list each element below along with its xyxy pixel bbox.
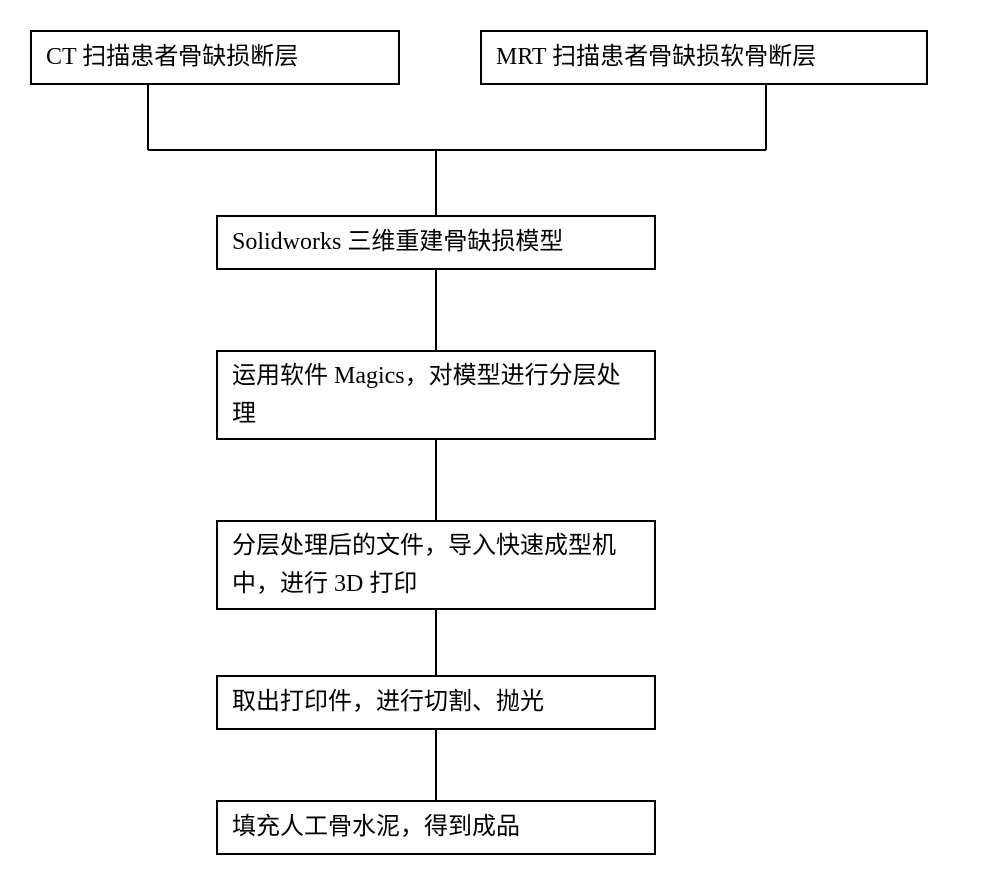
node-magics-label: 运用软件 Magics，对模型进行分层处理 — [232, 357, 640, 434]
node-ct: CT 扫描患者骨缺损断层 — [30, 30, 400, 85]
node-print-label: 分层处理后的文件，导入快速成型机中，进行 3D 打印 — [232, 527, 640, 604]
node-cut-label: 取出打印件，进行切割、抛光 — [232, 683, 544, 721]
node-ct-label: CT 扫描患者骨缺损断层 — [46, 38, 298, 76]
node-solidworks: Solidworks 三维重建骨缺损模型 — [216, 215, 656, 270]
node-mrt-label: MRT 扫描患者骨缺损软骨断层 — [496, 38, 816, 76]
node-mrt: MRT 扫描患者骨缺损软骨断层 — [480, 30, 928, 85]
node-print: 分层处理后的文件，导入快速成型机中，进行 3D 打印 — [216, 520, 656, 610]
node-magics: 运用软件 Magics，对模型进行分层处理 — [216, 350, 656, 440]
node-fill: 填充人工骨水泥，得到成品 — [216, 800, 656, 855]
flowchart-edges — [0, 0, 1000, 881]
node-fill-label: 填充人工骨水泥，得到成品 — [232, 808, 520, 846]
node-solidworks-label: Solidworks 三维重建骨缺损模型 — [232, 223, 563, 261]
node-cut: 取出打印件，进行切割、抛光 — [216, 675, 656, 730]
flowchart-canvas: CT 扫描患者骨缺损断层 MRT 扫描患者骨缺损软骨断层 Solidworks … — [0, 0, 1000, 881]
